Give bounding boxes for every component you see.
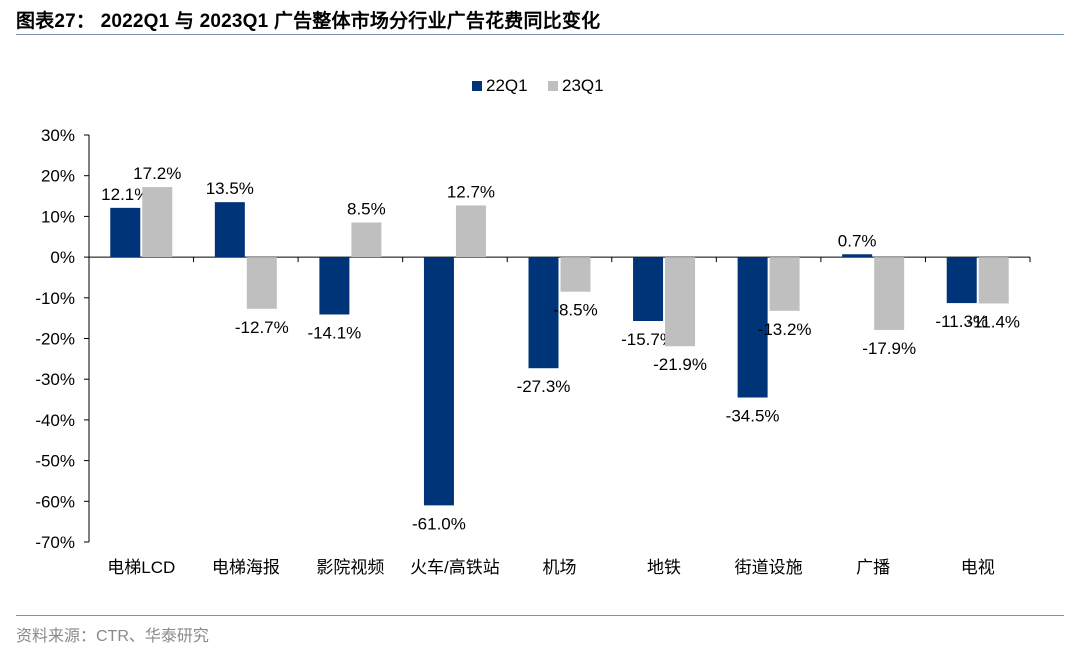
data-label-23Q1: -13.2%	[758, 320, 812, 339]
legend-label-23Q1: 23Q1	[562, 76, 604, 95]
bar-22Q1	[528, 257, 559, 369]
y-tick-label: -70%	[35, 533, 75, 552]
bar-23Q1	[455, 205, 486, 258]
bar-22Q1	[423, 257, 454, 506]
category-label: 电梯海报	[212, 558, 280, 577]
y-tick-label: 30%	[41, 126, 75, 145]
data-label-22Q1: 12.1%	[101, 185, 149, 204]
bar-22Q1	[110, 207, 141, 258]
legend-swatch-22Q1	[472, 81, 482, 91]
y-tick-label: -20%	[35, 330, 75, 349]
data-label-22Q1: -15.7%	[621, 330, 675, 349]
bar-22Q1	[633, 257, 664, 321]
bar-22Q1	[214, 202, 245, 258]
data-label-22Q1: 13.5%	[206, 179, 254, 198]
title-divider	[16, 34, 1064, 35]
y-tick-label: -40%	[35, 411, 75, 430]
data-label-23Q1: -21.9%	[653, 355, 707, 374]
source-note: 资料来源：CTR、华泰研究	[16, 628, 209, 645]
y-tick-label: 10%	[41, 207, 75, 226]
bar-23Q1	[351, 222, 382, 258]
bar-23Q1	[874, 257, 905, 330]
data-label-23Q1: -8.5%	[553, 301, 597, 320]
data-label-22Q1: -27.3%	[517, 377, 571, 396]
data-label-22Q1: -14.1%	[307, 323, 361, 342]
bar-23Q1	[769, 257, 800, 311]
y-tick-label: -30%	[35, 370, 75, 389]
legend-label-22Q1: 22Q1	[486, 76, 528, 95]
category-label: 街道设施	[735, 558, 803, 577]
data-label-23Q1: -17.9%	[862, 339, 916, 358]
category-label: 广播	[856, 558, 890, 577]
y-tick-label: -10%	[35, 289, 75, 308]
bar-22Q1	[737, 257, 768, 398]
data-label-23Q1: -12.7%	[235, 318, 289, 337]
bar-22Q1	[946, 257, 977, 304]
bar-23Q1	[142, 187, 173, 258]
bar-23Q1	[665, 257, 696, 347]
category-label: 机场	[543, 558, 577, 577]
bar-22Q1	[842, 254, 873, 258]
y-tick-label: -50%	[35, 452, 75, 471]
bar-23Q1	[978, 257, 1009, 304]
legend-swatch-23Q1	[548, 81, 558, 91]
bar-23Q1	[560, 257, 591, 292]
y-tick-label: 0%	[50, 248, 75, 267]
footer-divider	[16, 615, 1064, 616]
data-label-23Q1: -11.4%	[967, 312, 1020, 331]
data-label-22Q1: -34.5%	[726, 407, 780, 426]
data-label-22Q1: 0.7%	[838, 231, 877, 250]
category-label: 火车/高铁站	[410, 558, 500, 577]
data-label-22Q1: -61.0%	[412, 514, 466, 533]
data-label-23Q1: 8.5%	[347, 200, 386, 219]
data-label-23Q1: 12.7%	[447, 182, 495, 201]
bar-22Q1	[319, 257, 350, 315]
bar-23Q1	[246, 257, 277, 309]
category-label: 电视	[961, 558, 995, 577]
data-label-23Q1: 17.2%	[133, 164, 181, 183]
y-tick-label: -60%	[35, 492, 75, 511]
chart-title: 图表27： 2022Q1 与 2023Q1 广告整体市场分行业广告花费同比变化	[16, 11, 601, 32]
y-tick-label: 20%	[41, 167, 75, 186]
category-label: 电梯LCD	[107, 558, 175, 577]
category-label: 影院视频	[316, 558, 384, 577]
category-label: 地铁	[647, 558, 681, 577]
data-label-22Q1: -11.3%	[935, 312, 988, 331]
